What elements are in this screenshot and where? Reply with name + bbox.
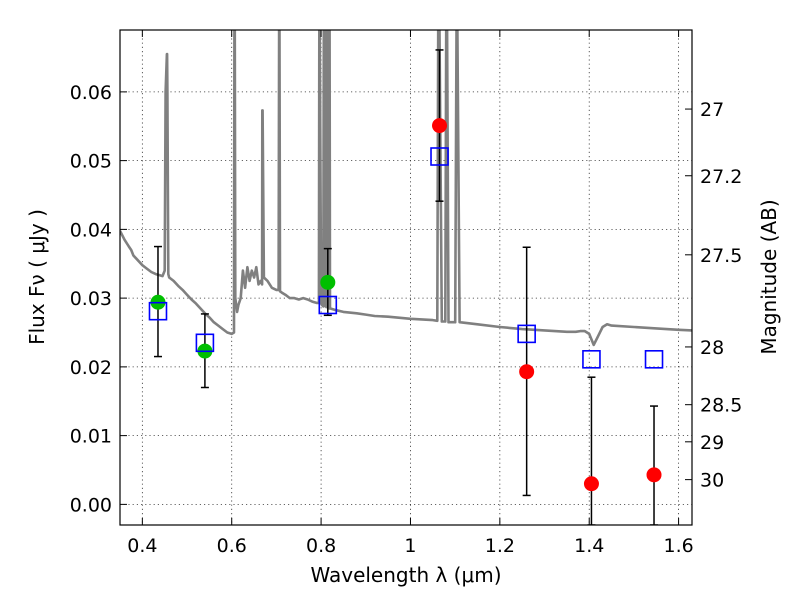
x-tick-label: 1 — [404, 535, 416, 557]
y-tick-label: 0.00 — [70, 494, 112, 516]
x-tick-label: 0.4 — [127, 535, 157, 557]
model-square — [517, 324, 536, 344]
spectrum-layer — [120, 30, 692, 347]
right-tick-label: 29 — [700, 432, 724, 454]
data-point — [646, 467, 662, 483]
data-point — [583, 476, 599, 492]
plot-frame — [119, 29, 693, 526]
model-square — [430, 147, 449, 166]
ticks: 0.4 0.6 0.8 1 1.2 1.4 1.6 0.00 0.01 0.02 0.03 0.04 0… — [70, 30, 742, 557]
right-tick-label: 30 — [700, 470, 724, 492]
points-layer — [148, 49, 664, 525]
model-square — [582, 350, 601, 369]
data-point — [320, 274, 336, 290]
data-point — [519, 364, 535, 380]
y-tick-label: 0.01 — [70, 426, 112, 448]
model-square — [148, 301, 168, 321]
right-tick-label: 27.2 — [700, 166, 742, 188]
grid — [120, 30, 692, 525]
y-axis-label: Flux Fν ( μJy ) — [25, 209, 49, 345]
spectrum-line — [120, 30, 692, 347]
model-square — [195, 333, 215, 353]
x-axis-label: Wavelength λ (μm) — [310, 563, 501, 587]
y-tick-label: 0.05 — [70, 151, 112, 173]
data-point — [432, 118, 448, 134]
right-tick-label: 28 — [700, 337, 724, 359]
x-tick-label: 0.8 — [306, 535, 336, 557]
right-tick-label: 28.5 — [700, 395, 742, 417]
model-square — [318, 295, 338, 315]
x-tick-label: 0.6 — [217, 535, 247, 557]
right-tick-label: 27 — [700, 99, 724, 121]
y-tick-label: 0.04 — [70, 219, 112, 241]
y-tick-label: 0.06 — [70, 82, 112, 104]
right-axis-label: Magnitude (AB) — [757, 199, 781, 354]
model-square — [644, 350, 664, 369]
right-tick-label: 27.5 — [700, 245, 742, 267]
x-tick-label: 1.6 — [663, 535, 693, 557]
y-tick-label: 0.02 — [70, 357, 112, 379]
y-tick-label: 0.03 — [70, 288, 112, 310]
x-tick-label: 1.4 — [574, 535, 604, 557]
x-tick-label: 1.2 — [485, 535, 515, 557]
